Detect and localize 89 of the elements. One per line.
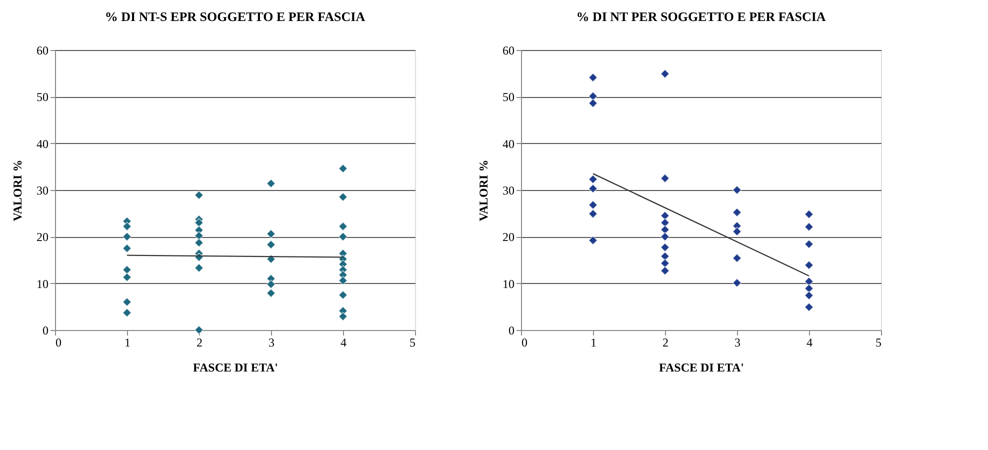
point [804,260,814,270]
y-tick-label: 10 [36,276,48,291]
point [194,263,204,273]
point [660,232,670,242]
chart-title: % DI NT PER SOGGETTO E PER FASCIA [576,9,826,24]
point [804,284,814,294]
x-tick-label: 0 [522,336,528,350]
point [660,266,670,276]
point [588,72,598,82]
point [266,254,276,264]
point [732,185,742,195]
x-tick-label: 2 [662,336,668,350]
point [338,290,348,300]
point [588,200,598,210]
point [732,254,742,263]
point [266,229,276,238]
y-tick-label: 0 [508,324,514,338]
point [660,211,670,220]
x-tick-label: 5 [876,336,882,350]
x-axis-title: FASCE DI ETA' [659,360,744,374]
point [804,222,814,232]
y-tick-label: 60 [36,44,48,58]
point [660,69,670,78]
x-tick-label: 2 [196,336,202,350]
y-tick-label: 30 [502,184,514,198]
x-tick-label: 0 [56,336,62,350]
point [266,178,276,188]
point [122,265,132,274]
x-tick-label: 4 [340,336,346,350]
point [732,208,742,217]
point [338,312,348,322]
point [122,272,132,282]
y-tick-label: 60 [502,44,514,58]
point [338,276,348,286]
point [804,210,814,219]
point [122,297,132,307]
x-tick-label: 1 [124,336,130,350]
y-tick-label: 10 [502,276,514,291]
y-axis-title: VALORI % [10,160,24,222]
point [194,238,204,248]
y-tick-label: 20 [502,230,514,244]
point [588,92,598,101]
y-tick-label: 20 [36,230,48,244]
chart-title: % DI NT-S EPR SOGGETTO E PER FASCIA [104,9,366,24]
x-tick-label: 5 [410,336,416,350]
y-tick-label: 0 [42,324,48,338]
point [804,302,814,312]
point [194,325,204,335]
point [732,278,742,288]
point [660,252,670,261]
point [266,280,276,289]
point [588,98,598,108]
y-tick-label: 40 [36,136,48,151]
point [660,258,670,268]
point [194,231,204,240]
point [660,242,670,252]
point [338,192,348,202]
point [266,240,276,250]
point [338,232,348,242]
y-tick-label: 30 [36,184,48,198]
y-tick-label: 50 [36,90,48,104]
y-axis-title: VALORI % [476,160,490,222]
point [732,226,742,236]
x-tick-label: 4 [806,336,812,350]
point [660,225,670,234]
point [194,218,204,228]
point [660,174,670,183]
point [122,244,132,253]
x-tick-label: 3 [734,336,740,350]
point [338,164,348,174]
point [660,218,670,228]
x-tick-label: 1 [590,336,596,350]
point [194,190,204,200]
point [588,236,598,245]
x-axis-title: FASCE DI ETA' [193,360,278,374]
point [588,174,598,184]
y-tick-label: 40 [502,136,514,151]
point [122,232,132,242]
y-tick-label: 50 [502,90,514,104]
point [588,209,598,218]
point [338,222,348,231]
point [804,240,814,249]
point [266,288,276,298]
point [804,290,814,300]
point [122,222,132,231]
x-tick-label: 3 [268,336,274,350]
point [122,308,132,318]
point [588,184,598,194]
point [804,276,814,286]
